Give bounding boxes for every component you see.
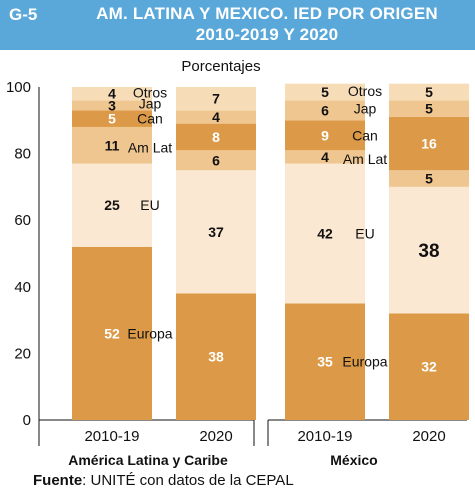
data-label-otros: 5 <box>321 84 329 100</box>
bar-segment-europa-2010-19 <box>285 303 365 420</box>
bar-segment-europa-2020 <box>389 313 469 420</box>
series-label-jap: Jap <box>139 95 162 111</box>
y-tick-label: 60 <box>14 212 31 229</box>
bar-segment-otros-2020 <box>176 87 256 111</box>
data-label-jap: 5 <box>425 101 433 117</box>
series-label-otros: Otros <box>348 83 382 99</box>
data-label-otros: 4 <box>108 86 116 102</box>
bar-segment-eu-2020 <box>176 170 256 294</box>
x-tick-label: 2010-19 <box>84 428 139 445</box>
bar-segment-jap-2010-19 <box>285 100 365 121</box>
series-label-otros: Otros <box>133 85 167 101</box>
data-label-eu: 37 <box>208 224 224 240</box>
y-axis-label: Porcentajes <box>181 58 260 75</box>
data-label-europa: 35 <box>317 354 333 370</box>
bar-segment-eu-2020 <box>389 186 469 314</box>
data-label-jap: 3 <box>108 97 116 113</box>
group-label-america-latina-y-caribe: América Latina y Caribe <box>68 452 228 468</box>
bar-segment-jap-2020 <box>389 100 469 117</box>
bar-segment-can-2010-19 <box>285 120 365 151</box>
chart-title: AM. LATINA Y MEXICO. IED POR ORIGEN 2010… <box>62 3 472 45</box>
data-label-otros: 5 <box>425 84 433 100</box>
data-label-otros: 7 <box>212 91 220 107</box>
data-label-europa: 38 <box>208 349 224 365</box>
x-tick-label: 2010-19 <box>297 428 352 445</box>
bar-segment-otros-2010-19 <box>72 87 152 101</box>
y-tick-label: 0 <box>23 412 31 429</box>
bar-segment-can-2020 <box>389 116 469 171</box>
data-label-eu: 42 <box>317 226 333 242</box>
data-label-am-lat: 5 <box>425 171 433 187</box>
bar-segment-jap-2010-19 <box>72 100 152 111</box>
series-label-eu: EU <box>140 197 159 213</box>
stacked-bar-chart: Porcentajes0204060801005225115342010-193… <box>6 58 469 468</box>
bar-segment-eu-2010-19 <box>285 163 365 304</box>
y-tick-label: 80 <box>14 146 31 163</box>
bar-segment-eu-2010-19 <box>72 163 152 247</box>
data-label-can: 9 <box>321 127 329 143</box>
bar-segment-europa-2020 <box>176 293 256 420</box>
y-tick-label: 40 <box>14 279 31 296</box>
chart-header: G-5 AM. LATINA Y MEXICO. IED POR ORIGEN … <box>0 0 475 50</box>
data-label-eu: 25 <box>104 197 120 213</box>
series-label-europa: Europa <box>127 325 172 341</box>
x-tick-label: 2020 <box>199 428 232 445</box>
data-label-am-lat: 11 <box>105 137 120 153</box>
data-label-am-lat: 6 <box>212 152 220 168</box>
bar-segment-am-lat-2010-19 <box>72 126 152 164</box>
data-label-jap: 6 <box>321 102 329 118</box>
data-label-europa: 32 <box>421 359 437 375</box>
series-label-can: Can <box>137 111 163 127</box>
data-label-am-lat: 4 <box>321 149 329 165</box>
series-label-europa: Europa <box>342 354 387 370</box>
x-tick-label: 2020 <box>412 428 445 445</box>
chart-title-line-2: 2010-2019 Y 2020 <box>195 25 339 44</box>
bar-segment-can-2010-19 <box>72 110 152 127</box>
y-tick-label: 100 <box>6 79 31 96</box>
figure-code: G-5 <box>9 5 38 24</box>
bar-segment-can-2020 <box>176 123 256 151</box>
bar-segment-otros-2010-19 <box>285 83 365 101</box>
series-label-can: Can <box>352 127 378 143</box>
data-label-jap: 4 <box>212 109 220 125</box>
series-label-eu: EU <box>355 226 374 242</box>
data-label-europa: 52 <box>104 325 120 341</box>
bar-segment-otros-2020 <box>389 83 469 101</box>
data-label-can: 16 <box>421 136 437 152</box>
bar-segment-europa-2010-19 <box>72 246 152 420</box>
series-label-am-lat: Am Lat <box>128 139 172 155</box>
chart-title-line-1: AM. LATINA Y MEXICO. IED POR ORIGEN <box>96 4 438 23</box>
y-tick-label: 20 <box>14 345 31 362</box>
bar-segment-jap-2020 <box>176 110 256 124</box>
source-label: Fuente <box>33 472 83 489</box>
series-label-jap: Jap <box>354 100 377 116</box>
data-label-eu: 38 <box>418 241 439 262</box>
source-note: Fuente: UNITÉ con datos de la CEPAL <box>33 472 294 489</box>
bar-segment-am-lat-2020 <box>176 150 256 171</box>
group-label-mexico: México <box>330 452 377 468</box>
data-label-can: 8 <box>212 129 220 145</box>
bar-segment-am-lat-2010-19 <box>285 150 365 164</box>
series-label-am-lat: Am Lat <box>343 151 387 167</box>
data-label-can: 5 <box>108 111 116 127</box>
bar-segment-am-lat-2020 <box>389 170 469 187</box>
source-text: : UNITÉ con datos de la CEPAL <box>82 472 294 489</box>
